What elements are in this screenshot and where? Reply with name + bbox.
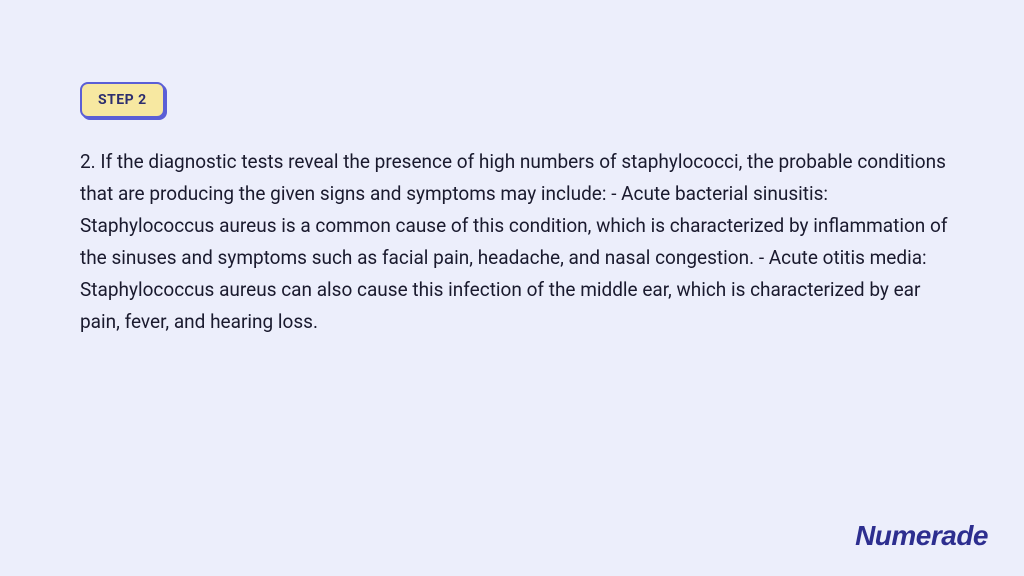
- body-text: 2. If the diagnostic tests reveal the pr…: [80, 146, 952, 337]
- content-area: STEP 2 2. If the diagnostic tests reveal…: [0, 0, 1024, 337]
- brand-logo: Numerade: [855, 520, 988, 552]
- step-badge: STEP 2: [80, 82, 165, 118]
- step-label: STEP 2: [98, 92, 147, 108]
